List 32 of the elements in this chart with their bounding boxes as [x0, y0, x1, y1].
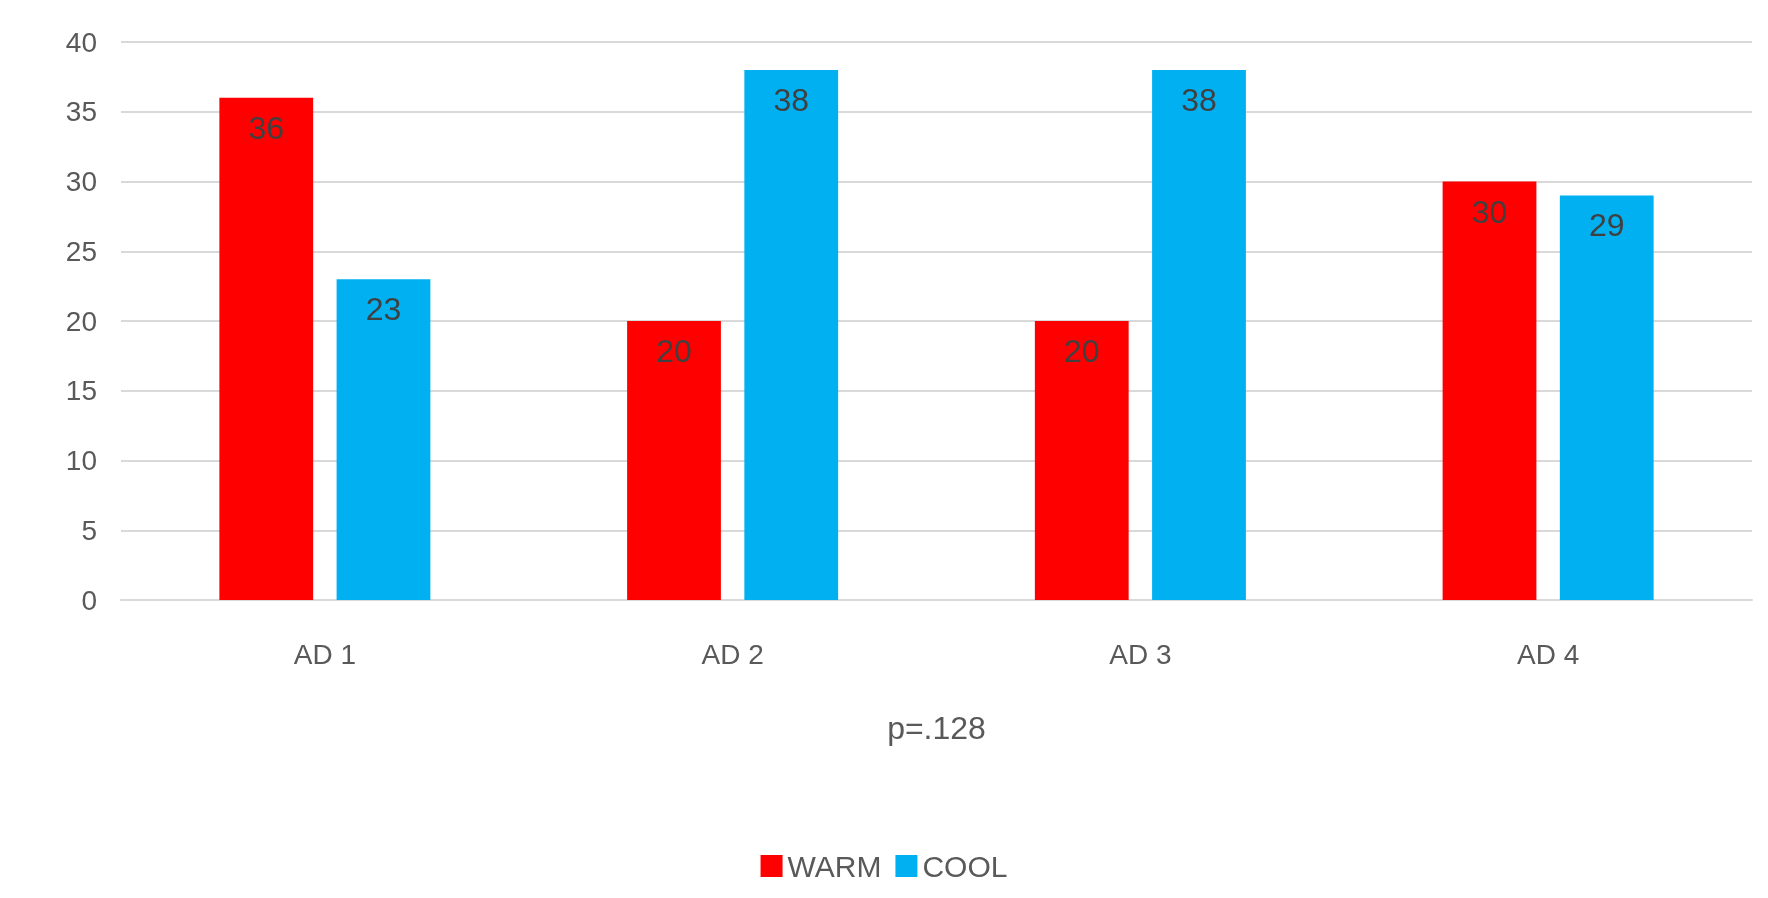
y-tick-label: 35 [65, 96, 97, 128]
data-label: 36 [248, 109, 285, 146]
data-label: 38 [773, 81, 810, 118]
data-label: 20 [656, 333, 692, 369]
data-label: 38 [1181, 81, 1217, 118]
y-tick-label: 30 [65, 166, 97, 197]
x-axis-title: p=.128 [887, 710, 986, 746]
data-label: 29 [1588, 207, 1625, 244]
data-label: 30 [1471, 193, 1508, 230]
bar [627, 321, 721, 600]
bar [1559, 195, 1654, 600]
y-tick-label: 10 [65, 445, 97, 476]
bar [1034, 321, 1129, 600]
data-label: 23 [365, 291, 402, 328]
bar [219, 97, 314, 600]
y-tick-label: 20 [65, 305, 97, 337]
x-tick-label: AD 4 [1517, 638, 1580, 670]
y-tick-label: 25 [65, 235, 97, 267]
x-tick-label: AD 1 [293, 638, 356, 670]
y-tick-label: 0 [81, 584, 97, 616]
x-tick-label: AD 3 [1109, 638, 1172, 670]
data-label: 20 [1063, 333, 1100, 369]
legend-label: COOL [922, 849, 1008, 883]
y-tick-label: 40 [65, 26, 97, 58]
bar [744, 69, 839, 600]
bar [1442, 181, 1537, 600]
x-tick-label: AD 2 [701, 638, 764, 670]
y-tick-label: 15 [65, 375, 97, 407]
bar [1152, 69, 1246, 600]
y-tick-label: 5 [81, 514, 97, 546]
bar [336, 279, 431, 600]
legend-label: WARM [787, 849, 882, 883]
